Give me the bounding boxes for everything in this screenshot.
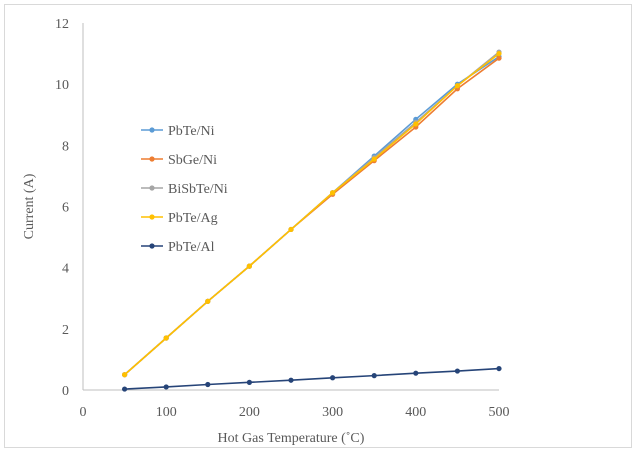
y-axis-title: Current (A) — [22, 173, 37, 239]
data-point — [413, 370, 419, 376]
legend-swatch-marker — [149, 243, 155, 249]
data-point — [413, 121, 419, 127]
x-tick-label: 200 — [239, 405, 260, 420]
data-point — [205, 298, 211, 304]
legend: PbTe/Ni SbGe/Ni BiSbTe/Ni PbTe/Ag PbTe/Al — [141, 124, 228, 255]
legend-item: PbTe/Al — [141, 240, 215, 255]
y-tick-label: 6 — [62, 201, 69, 216]
legend-label: PbTe/Al — [168, 240, 215, 255]
legend-item: BiSbTe/Ni — [141, 182, 228, 197]
legend-swatch-marker — [149, 214, 155, 220]
x-tick-labels: 0 100 200 300 400 500 — [80, 405, 510, 420]
legend-item: PbTe/Ag — [141, 211, 218, 226]
data-point — [496, 55, 502, 61]
data-point — [163, 335, 169, 341]
legend-swatch-marker — [149, 127, 155, 133]
legend-label: BiSbTe/Ni — [168, 182, 228, 197]
data-point — [163, 384, 169, 390]
legend-swatch-marker — [149, 185, 155, 191]
data-point — [246, 263, 252, 269]
x-tick-label: 500 — [489, 405, 510, 420]
data-point — [371, 373, 377, 379]
x-tick-label: 400 — [405, 405, 426, 420]
x-tick-label: 0 — [80, 405, 87, 420]
data-point — [288, 226, 294, 233]
data-point — [205, 381, 211, 388]
data-point — [330, 375, 336, 381]
data-point — [246, 379, 252, 385]
data-point — [496, 50, 502, 57]
y-tick-label: 12 — [55, 17, 69, 32]
series-group — [122, 49, 502, 392]
legend-label: PbTe/Ag — [168, 211, 218, 226]
chart-frame: 0 2 4 6 8 10 12 0 100 200 300 400 500 PbTe/Ni SbGe/N… — [4, 4, 632, 448]
data-point — [122, 372, 128, 378]
data-point — [454, 368, 460, 374]
data-point — [288, 377, 294, 383]
y-tick-labels: 0 2 4 6 8 10 12 — [55, 17, 69, 399]
y-tick-label: 4 — [62, 262, 69, 277]
x-tick-label: 100 — [156, 405, 177, 420]
line-chart: 0 2 4 6 8 10 12 0 100 200 300 400 500 PbTe/Ni SbGe/N… — [22, 17, 510, 446]
legend-label: PbTe/Ni — [168, 124, 215, 139]
legend-item: PbTe/Ni — [141, 124, 215, 139]
y-tick-label: 8 — [62, 139, 69, 154]
legend-label: SbGe/Ni — [168, 153, 217, 168]
data-point — [330, 190, 336, 196]
x-tick-label: 300 — [322, 405, 343, 420]
y-tick-label: 10 — [55, 78, 69, 93]
legend-swatch-marker — [149, 156, 155, 162]
legend-item: SbGe/Ni — [141, 153, 217, 168]
data-point — [454, 83, 460, 89]
series-pbte-ag — [122, 50, 502, 378]
data-point — [371, 156, 377, 162]
data-point — [496, 365, 502, 372]
data-point — [122, 386, 128, 392]
series-pbte-al — [122, 365, 502, 392]
series-line — [124, 52, 500, 376]
y-tick-label: 0 — [62, 384, 69, 399]
series-line — [124, 367, 500, 390]
axes — [82, 23, 499, 391]
y-tick-label: 2 — [62, 323, 69, 338]
x-axis-title: Hot Gas Temperature (˚C) — [218, 431, 365, 446]
